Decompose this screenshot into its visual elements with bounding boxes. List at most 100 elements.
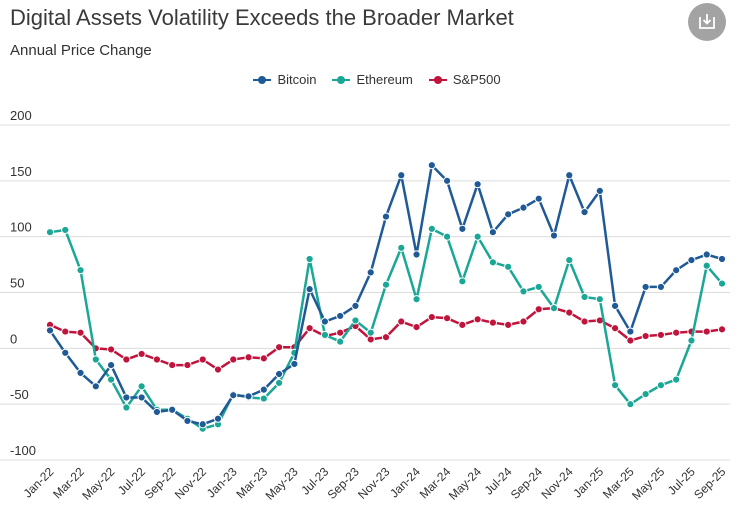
data-point-ethereum[interactable] — [641, 390, 650, 399]
data-point-sp500[interactable] — [626, 336, 635, 345]
data-point-bitcoin[interactable] — [244, 392, 253, 401]
data-point-ethereum[interactable] — [580, 292, 589, 302]
data-point-sp500[interactable] — [397, 317, 406, 326]
data-point-ethereum[interactable] — [259, 394, 268, 403]
data-point-ethereum[interactable] — [549, 304, 559, 313]
legend-item-sp500[interactable]: S&P500 — [428, 72, 501, 87]
data-point-sp500[interactable] — [137, 349, 146, 359]
data-point-bitcoin[interactable] — [412, 250, 421, 259]
data-point-ethereum[interactable] — [397, 243, 406, 252]
data-point-bitcoin[interactable] — [45, 326, 55, 335]
data-point-sp500[interactable] — [610, 324, 620, 333]
data-point-sp500[interactable] — [213, 365, 223, 374]
data-point-sp500[interactable] — [519, 317, 528, 326]
data-point-sp500[interactable] — [672, 328, 681, 337]
data-point-bitcoin[interactable] — [106, 360, 116, 370]
data-point-ethereum[interactable] — [412, 295, 421, 304]
data-point-ethereum[interactable] — [91, 355, 100, 364]
data-point-ethereum[interactable] — [137, 382, 146, 391]
data-point-bitcoin[interactable] — [305, 285, 314, 294]
data-point-bitcoin[interactable] — [351, 301, 360, 310]
data-point-ethereum[interactable] — [702, 261, 711, 270]
data-point-sp500[interactable] — [76, 328, 85, 337]
data-point-ethereum[interactable] — [626, 400, 635, 409]
data-point-ethereum[interactable] — [61, 225, 70, 235]
data-point-sp500[interactable] — [366, 335, 375, 344]
data-point-ethereum[interactable] — [122, 403, 131, 412]
data-point-ethereum[interactable] — [473, 232, 482, 241]
data-point-ethereum[interactable] — [672, 375, 681, 384]
data-point-bitcoin[interactable] — [183, 416, 192, 426]
data-point-bitcoin[interactable] — [473, 180, 482, 189]
data-point-bitcoin[interactable] — [137, 393, 146, 402]
data-point-ethereum[interactable] — [427, 224, 436, 233]
data-point-ethereum[interactable] — [305, 254, 314, 264]
data-point-bitcoin[interactable] — [274, 369, 284, 379]
data-point-bitcoin[interactable] — [702, 250, 711, 259]
data-point-ethereum[interactable] — [458, 277, 467, 286]
data-point-sp500[interactable] — [274, 343, 284, 352]
data-point-bitcoin[interactable] — [168, 405, 177, 414]
data-point-ethereum[interactable] — [442, 232, 452, 241]
data-point-sp500[interactable] — [458, 320, 467, 329]
data-point-sp500[interactable] — [412, 323, 421, 332]
data-point-bitcoin[interactable] — [672, 266, 681, 275]
data-point-sp500[interactable] — [504, 320, 513, 329]
data-point-sp500[interactable] — [122, 355, 131, 364]
data-point-sp500[interactable] — [229, 355, 238, 364]
data-point-ethereum[interactable] — [76, 266, 85, 275]
data-point-bitcoin[interactable] — [504, 210, 513, 219]
data-point-ethereum[interactable] — [656, 381, 666, 390]
data-point-sp500[interactable] — [565, 308, 574, 317]
data-point-bitcoin[interactable] — [626, 327, 635, 336]
data-point-bitcoin[interactable] — [687, 256, 696, 265]
data-point-bitcoin[interactable] — [595, 186, 604, 195]
data-point-bitcoin[interactable] — [397, 171, 406, 180]
data-point-bitcoin[interactable] — [534, 194, 543, 203]
data-point-sp500[interactable] — [198, 355, 207, 364]
data-point-sp500[interactable] — [61, 327, 70, 336]
data-point-ethereum[interactable] — [336, 337, 345, 346]
data-point-ethereum[interactable] — [366, 328, 375, 337]
data-point-bitcoin[interactable] — [229, 391, 238, 400]
data-point-bitcoin[interactable] — [610, 301, 620, 310]
data-point-bitcoin[interactable] — [122, 393, 131, 402]
data-point-bitcoin[interactable] — [717, 254, 727, 264]
data-point-bitcoin[interactable] — [458, 224, 467, 233]
data-point-sp500[interactable] — [488, 318, 498, 327]
data-point-sp500[interactable] — [534, 305, 543, 314]
data-point-bitcoin[interactable] — [259, 385, 268, 394]
data-point-sp500[interactable] — [381, 333, 391, 342]
data-point-bitcoin[interactable] — [381, 212, 391, 221]
data-point-sp500[interactable] — [656, 330, 666, 340]
data-point-bitcoin[interactable] — [91, 382, 100, 391]
data-point-sp500[interactable] — [152, 355, 162, 364]
data-point-sp500[interactable] — [106, 345, 116, 354]
legend-item-ethereum[interactable]: Ethereum — [332, 72, 413, 87]
data-point-sp500[interactable] — [473, 315, 482, 324]
data-point-bitcoin[interactable] — [641, 282, 650, 292]
data-point-bitcoin[interactable] — [549, 231, 559, 240]
data-point-ethereum[interactable] — [595, 295, 604, 304]
data-point-bitcoin[interactable] — [656, 282, 666, 292]
data-point-ethereum[interactable] — [106, 375, 116, 384]
data-point-ethereum[interactable] — [274, 378, 284, 388]
data-point-bitcoin[interactable] — [427, 161, 436, 170]
data-point-bitcoin[interactable] — [366, 268, 375, 277]
legend-item-bitcoin[interactable]: Bitcoin — [253, 72, 316, 87]
data-point-sp500[interactable] — [336, 328, 345, 337]
data-point-ethereum[interactable] — [488, 258, 498, 267]
data-point-ethereum[interactable] — [610, 381, 620, 390]
data-point-ethereum[interactable] — [519, 287, 528, 296]
data-point-sp500[interactable] — [244, 353, 253, 362]
data-point-sp500[interactable] — [183, 360, 192, 370]
data-point-bitcoin[interactable] — [198, 420, 207, 429]
data-point-sp500[interactable] — [702, 327, 711, 336]
data-point-bitcoin[interactable] — [565, 171, 574, 180]
data-point-bitcoin[interactable] — [442, 176, 452, 185]
data-point-bitcoin[interactable] — [61, 348, 70, 357]
data-point-bitcoin[interactable] — [336, 311, 345, 321]
data-point-sp500[interactable] — [442, 314, 452, 323]
data-point-ethereum[interactable] — [381, 280, 391, 289]
data-point-ethereum[interactable] — [351, 316, 360, 325]
